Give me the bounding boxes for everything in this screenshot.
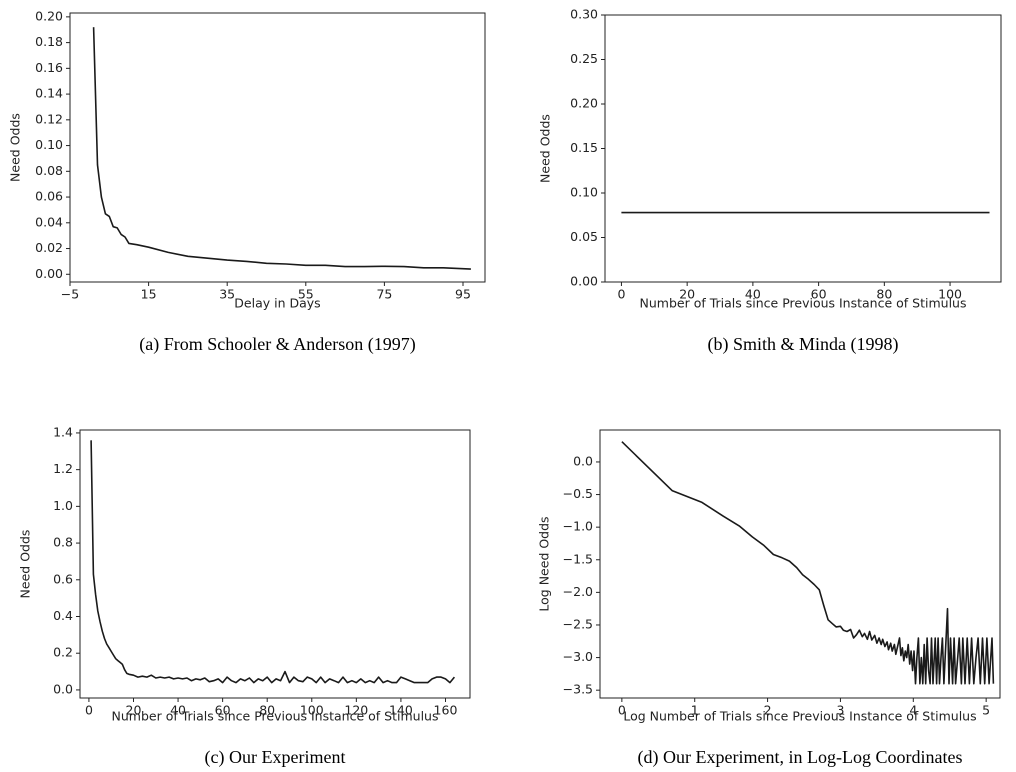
caption: (a) From Schooler & Anderson (1997) <box>139 334 415 355</box>
x-tick-label: 160 <box>434 703 458 718</box>
y-axis-label: Log Need Odds <box>537 516 552 611</box>
x-axis-label: Log Number of Trials since Previous Inst… <box>623 709 976 724</box>
x-axis-label: Number of Trials since Previous Instance… <box>640 296 967 311</box>
data-line <box>621 441 995 685</box>
y-tick-label: 0.14 <box>35 86 63 101</box>
y-axis-label: Need Odds <box>18 530 33 599</box>
axes-frame <box>79 429 471 699</box>
y-tick-label: 0.00 <box>570 274 598 289</box>
y-tick-label: −3.0 <box>563 649 593 664</box>
x-tick-label: 15 <box>141 287 157 302</box>
y-tick-label: 0.30 <box>570 7 598 22</box>
y-tick-label: 1.4 <box>53 424 73 439</box>
y-tick-label: 0.0 <box>53 681 73 696</box>
y-tick-label: 0.00 <box>35 266 63 281</box>
x-tick-label: 0 <box>617 287 625 302</box>
x-tick-label: 60 <box>215 703 231 718</box>
y-tick-label: 0.10 <box>35 137 63 152</box>
x-tick-label: 0 <box>85 703 93 718</box>
y-tick-label: 0.2 <box>53 645 73 660</box>
x-tick-label: 95 <box>455 287 471 302</box>
y-tick-label: 0.6 <box>53 571 73 586</box>
y-tick-label: 1.2 <box>53 461 73 476</box>
y-tick-label: 0.20 <box>570 96 598 111</box>
y-tick-label: 0.4 <box>53 608 73 623</box>
caption: (d) Our Experiment, in Log-Log Coordinat… <box>638 747 963 768</box>
x-tick-label: −5 <box>61 287 79 302</box>
caption: (b) Smith & Minda (1998) <box>708 334 899 355</box>
x-tick-label: 35 <box>219 287 235 302</box>
x-tick-label: 1 <box>691 703 699 718</box>
y-tick-label: −1.5 <box>563 551 593 566</box>
x-axis-label: Number of Trials since Previous Instance… <box>112 709 439 724</box>
y-tick-label: 0.18 <box>35 34 63 49</box>
y-axis-label: Need Odds <box>538 114 553 183</box>
y-tick-label: 0.8 <box>53 535 73 550</box>
y-tick-label: 0.12 <box>35 111 63 126</box>
x-tick-label: 100 <box>938 287 962 302</box>
x-tick-label: 4 <box>909 703 917 718</box>
data-line <box>90 440 456 684</box>
x-tick-label: 20 <box>679 287 695 302</box>
x-tick-label: 100 <box>300 703 324 718</box>
y-tick-label: 0.16 <box>35 60 63 75</box>
x-tick-label: 3 <box>836 703 844 718</box>
x-tick-label: 60 <box>811 287 827 302</box>
x-tick-label: 140 <box>389 703 413 718</box>
x-tick-label: 80 <box>876 287 892 302</box>
axes-frame <box>69 12 486 283</box>
y-tick-label: 0.05 <box>570 229 598 244</box>
axes-frame <box>604 14 1002 283</box>
caption: (c) Our Experiment <box>205 747 346 768</box>
y-tick-label: 0.10 <box>570 185 598 200</box>
axes-frame <box>599 429 1001 699</box>
y-tick-label: 0.15 <box>570 140 598 155</box>
x-tick-label: 0 <box>618 703 626 718</box>
y-tick-label: 0.20 <box>35 8 63 23</box>
y-tick-label: 0.0 <box>573 453 593 468</box>
y-tick-label: 1.0 <box>53 498 73 513</box>
y-tick-label: −3.5 <box>563 682 593 697</box>
y-tick-label: 0.25 <box>570 51 598 66</box>
y-tick-label: −2.5 <box>563 616 593 631</box>
y-tick-label: 0.04 <box>35 214 63 229</box>
x-tick-label: 75 <box>376 287 392 302</box>
x-tick-label: 20 <box>126 703 142 718</box>
x-tick-label: 55 <box>298 287 314 302</box>
x-axis-label: Delay in Days <box>234 296 320 311</box>
x-tick-label: 80 <box>259 703 275 718</box>
y-tick-label: −2.0 <box>563 584 593 599</box>
y-tick-label: 0.06 <box>35 189 63 204</box>
x-tick-label: 120 <box>344 703 368 718</box>
x-tick-label: 40 <box>170 703 186 718</box>
x-tick-label: 40 <box>745 287 761 302</box>
y-tick-label: −0.5 <box>563 486 593 501</box>
x-tick-label: 2 <box>764 703 772 718</box>
y-tick-label: 0.02 <box>35 240 63 255</box>
y-tick-label: 0.08 <box>35 163 63 178</box>
data-line <box>92 27 471 270</box>
x-tick-label: 5 <box>982 703 990 718</box>
y-axis-label: Need Odds <box>8 113 23 182</box>
y-tick-label: −1.0 <box>563 519 593 534</box>
